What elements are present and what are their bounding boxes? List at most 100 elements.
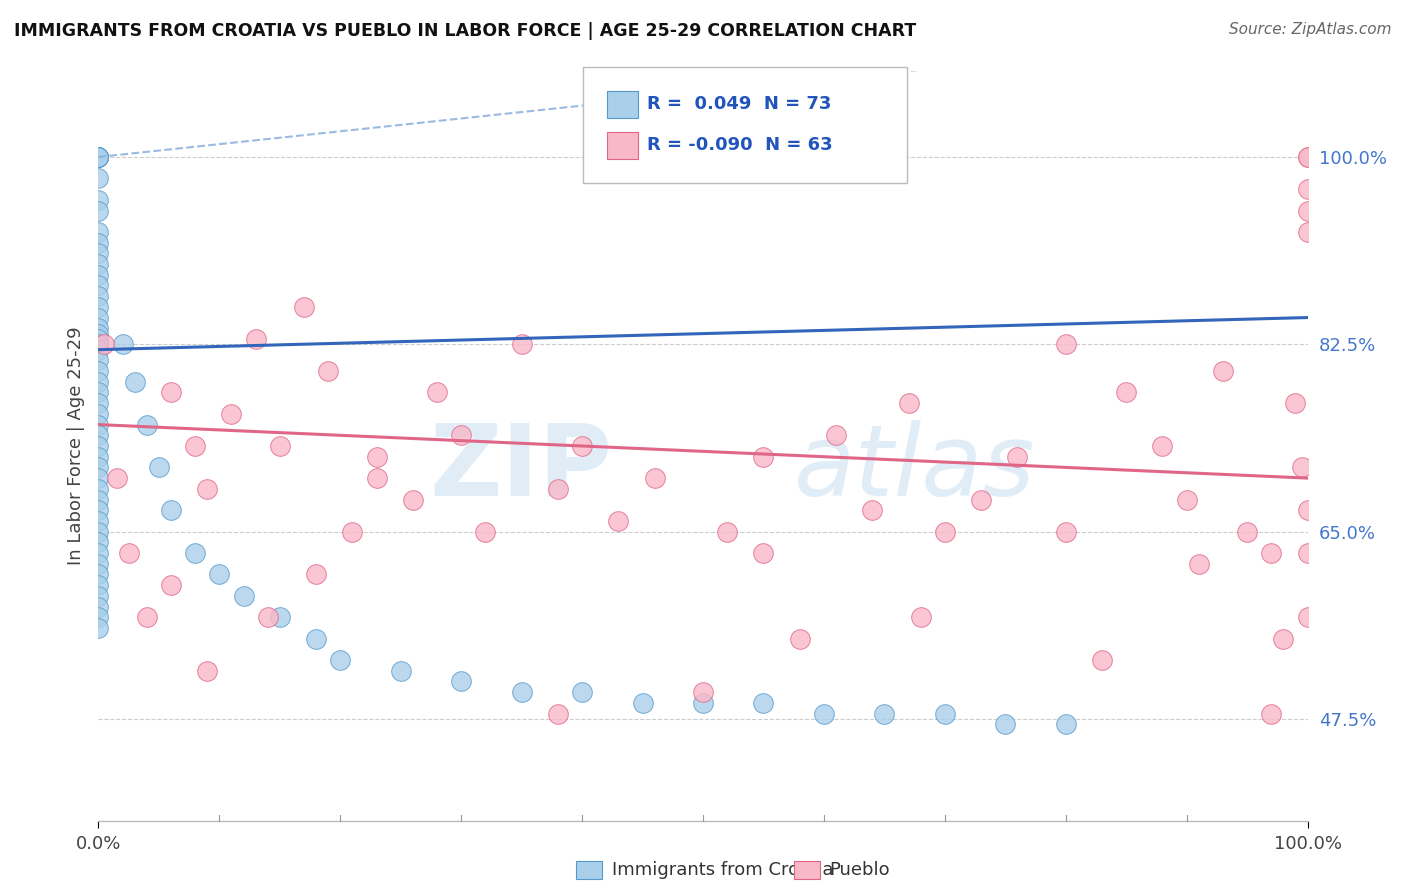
Point: [245, 332, 267, 346]
Point: [87, 310, 110, 325]
Point: [195, 482, 218, 496]
Text: R =  0.049  N = 73: R = 0.049 N = 73: [647, 95, 831, 113]
Y-axis label: In Labor Force | Age 25-29: In Labor Force | Age 25-29: [66, 326, 84, 566]
Point: [87, 439, 110, 453]
Point: [87, 417, 110, 432]
Point: [970, 492, 993, 507]
Point: [87, 471, 110, 485]
Point: [87, 557, 110, 571]
Point: [87, 257, 110, 271]
Point: [571, 685, 593, 699]
Point: [1296, 150, 1319, 164]
Point: [124, 375, 146, 389]
Point: [87, 599, 110, 614]
Point: [1054, 337, 1077, 351]
Point: [510, 337, 533, 351]
Point: [208, 567, 231, 582]
Point: [873, 706, 896, 721]
Point: [269, 610, 291, 624]
Point: [269, 439, 291, 453]
Point: [87, 524, 110, 539]
Point: [93, 337, 115, 351]
Point: [87, 268, 110, 282]
Text: atlas: atlas: [793, 420, 1035, 517]
Point: [1115, 385, 1137, 400]
Point: [87, 567, 110, 582]
Point: [1236, 524, 1258, 539]
Point: [292, 300, 315, 314]
Point: [87, 289, 110, 303]
Point: [87, 150, 110, 164]
Point: [994, 717, 1017, 731]
Point: [87, 150, 110, 164]
Point: [692, 696, 714, 710]
Point: [1054, 717, 1077, 731]
Point: [547, 706, 569, 721]
Point: [934, 706, 956, 721]
Point: [316, 364, 339, 378]
Point: [1296, 503, 1319, 517]
Point: [87, 353, 110, 368]
Point: [87, 150, 110, 164]
Text: Source: ZipAtlas.com: Source: ZipAtlas.com: [1229, 22, 1392, 37]
Point: [752, 546, 775, 560]
Point: [87, 321, 110, 335]
Point: [87, 326, 110, 341]
Text: ZIP: ZIP: [429, 420, 613, 517]
Point: [160, 578, 183, 592]
Point: [87, 150, 110, 164]
Point: [184, 546, 207, 560]
Point: [752, 696, 775, 710]
Point: [1260, 546, 1282, 560]
Text: Pueblo: Pueblo: [830, 861, 890, 879]
Point: [510, 685, 533, 699]
Point: [87, 364, 110, 378]
Point: [87, 150, 110, 164]
Point: [87, 396, 110, 410]
Point: [87, 150, 110, 164]
Point: [305, 632, 328, 646]
Point: [1284, 396, 1306, 410]
Text: Immigrants from Croatia: Immigrants from Croatia: [612, 861, 834, 879]
Point: [366, 450, 388, 464]
Point: [547, 482, 569, 496]
Point: [87, 203, 110, 218]
Point: [474, 524, 496, 539]
Point: [1296, 203, 1319, 218]
Text: R = -0.090  N = 63: R = -0.090 N = 63: [647, 136, 832, 154]
Point: [402, 492, 425, 507]
Point: [389, 664, 412, 678]
Point: [1260, 706, 1282, 721]
Point: [1007, 450, 1029, 464]
Point: [571, 439, 593, 453]
Point: [87, 171, 110, 186]
Point: [897, 396, 920, 410]
Point: [135, 417, 157, 432]
Point: [1272, 632, 1295, 646]
Point: [87, 460, 110, 475]
Point: [644, 471, 666, 485]
Text: IMMIGRANTS FROM CROATIA VS PUEBLO IN LABOR FORCE | AGE 25-29 CORRELATION CHART: IMMIGRANTS FROM CROATIA VS PUEBLO IN LAB…: [14, 22, 917, 40]
Point: [232, 589, 254, 603]
Point: [692, 685, 714, 699]
Point: [87, 332, 110, 346]
Point: [87, 246, 110, 260]
Point: [87, 385, 110, 400]
Point: [87, 621, 110, 635]
Point: [135, 610, 157, 624]
Point: [366, 471, 388, 485]
Point: [87, 150, 110, 164]
Point: [87, 503, 110, 517]
Point: [87, 193, 110, 207]
Point: [87, 492, 110, 507]
Point: [910, 610, 932, 624]
Point: [87, 610, 110, 624]
Point: [1188, 557, 1211, 571]
Point: [87, 535, 110, 549]
Point: [716, 524, 738, 539]
Point: [813, 706, 835, 721]
Point: [195, 664, 218, 678]
Point: [1296, 546, 1319, 560]
Point: [87, 578, 110, 592]
Point: [1291, 460, 1313, 475]
